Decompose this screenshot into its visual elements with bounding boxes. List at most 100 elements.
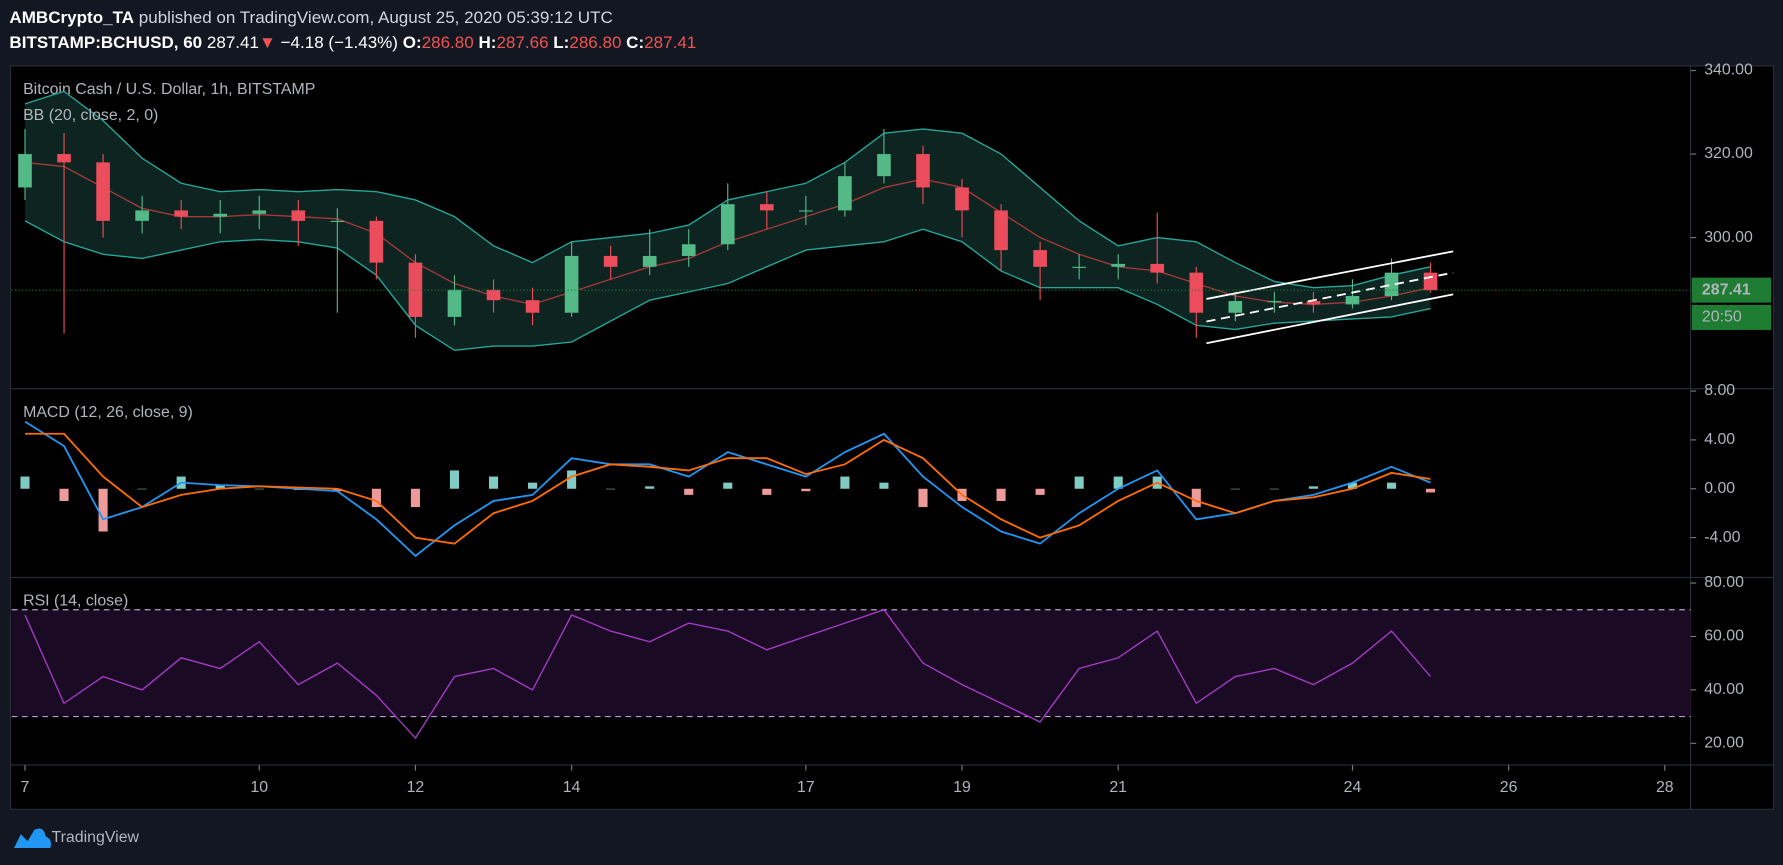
header-line: AMBCrypto_TA published on TradingView.co… (9, 8, 612, 27)
candle-body (642, 255, 657, 267)
y-tick-label: -4.00 (1704, 529, 1740, 546)
macd-histogram (98, 488, 108, 532)
x-tick-label: 26 (1500, 779, 1518, 796)
candle-body (1150, 263, 1165, 273)
y-tick-label: 340.00 (1704, 62, 1753, 79)
macd-histogram (254, 488, 264, 490)
candle-body (681, 244, 696, 256)
last-price-tag (1691, 277, 1772, 303)
candle-body (1189, 272, 1204, 313)
candle-body (447, 289, 462, 317)
macd-histogram (1230, 488, 1240, 490)
y-tick-label: 320.00 (1704, 145, 1753, 162)
x-tick-label: 10 (250, 779, 268, 796)
channel-line (1206, 293, 1454, 345)
macd-histogram (645, 486, 655, 489)
candle-body (1423, 272, 1438, 291)
macd-histogram (1308, 486, 1318, 489)
candle-body (330, 220, 345, 222)
ohlc-value: 286.80 (569, 33, 621, 52)
candle-body (1033, 250, 1047, 267)
x-tick-label: 17 (797, 779, 815, 796)
macd-histogram (1386, 482, 1397, 489)
last: 287.41 (207, 33, 259, 52)
y-tick-label: 20.00 (1704, 735, 1744, 752)
y-tick-label: 8.00 (1704, 382, 1735, 399)
candle-body (252, 210, 267, 214)
ohlc-key: C: (626, 33, 644, 52)
candle-body (1267, 301, 1282, 303)
macd-histogram (840, 476, 850, 489)
symbol: BITSTAMP:BCHUSD, 60 (9, 33, 202, 52)
macd-histogram (723, 482, 733, 489)
change: −4.18 (−1.43%) (281, 33, 398, 52)
macd-histogram (1426, 488, 1436, 493)
pane-title: MACD (12, 26, close, 9) (23, 404, 193, 421)
candle-body (174, 210, 188, 217)
candle-body (96, 162, 110, 221)
candle-body (838, 176, 852, 211)
published: published on TradingView.com, August 25,… (139, 8, 613, 27)
candle-body (486, 289, 501, 301)
candle-body (135, 210, 149, 221)
ohlc-value: 287.66 (496, 33, 548, 52)
x-tick-label: 21 (1109, 779, 1127, 796)
header-line: BITSTAMP:BCHUSD, 60 287.41▼ −4.18 (−1.43… (9, 33, 696, 52)
channel-line (1206, 250, 1454, 300)
candle-body (877, 154, 891, 177)
macd-histogram (528, 482, 538, 489)
candle-body (1306, 301, 1321, 305)
macd-histogram (1191, 488, 1201, 508)
macd-histogram (1035, 488, 1045, 495)
candle-body (18, 154, 32, 188)
rsi-band (11, 609, 1691, 717)
ohlc-key: H: (478, 33, 496, 52)
y-tick-label: 300.00 (1704, 229, 1753, 246)
candle-body (955, 187, 969, 211)
candle-body (916, 154, 930, 188)
candle-body (57, 154, 71, 163)
macd-histogram (410, 488, 420, 508)
macd-histogram (606, 488, 616, 490)
candle-body (1384, 272, 1399, 297)
macd-histogram (137, 488, 147, 490)
last-price-label: 287.41 (1702, 281, 1751, 298)
signal-line (25, 432, 1431, 545)
macd-histogram (1113, 476, 1123, 489)
indicator-title: BB (20, close, 2, 0) (23, 107, 158, 124)
candle-body (720, 204, 735, 245)
macd-histogram (1074, 476, 1084, 489)
ohlc-key: O: (403, 33, 422, 52)
x-tick-label: 7 (21, 779, 30, 796)
candle-body (291, 210, 306, 221)
macd-histogram (20, 476, 30, 489)
x-tick-label: 12 (407, 779, 425, 796)
candle-body (564, 255, 579, 313)
macd-histogram (567, 470, 577, 489)
macd-histogram (801, 488, 811, 492)
candle-body (994, 210, 1008, 251)
countdown-tag (1691, 304, 1772, 330)
x-tick-label: 28 (1656, 779, 1674, 796)
macd-histogram (684, 488, 694, 495)
candle-body (1072, 266, 1086, 268)
logo (13, 828, 51, 848)
candle-body (759, 204, 774, 211)
candle-body (213, 213, 228, 217)
y-tick-label: 40.00 (1704, 681, 1744, 698)
candle-body (525, 300, 540, 313)
x-tick-label: 19 (953, 779, 971, 796)
channel-line (1206, 271, 1454, 323)
ohlc-value: 287.41 (644, 33, 696, 52)
candle-body (1111, 263, 1126, 267)
rsi-line (24, 608, 1432, 740)
macd-histogram (879, 482, 889, 489)
candle-body (1345, 296, 1360, 305)
x-tick-label: 14 (563, 779, 581, 796)
candle-body (408, 262, 423, 317)
y-tick-label: 4.00 (1704, 431, 1735, 448)
macd-histogram (488, 476, 499, 489)
author: AMBCrypto_TA (9, 8, 134, 27)
